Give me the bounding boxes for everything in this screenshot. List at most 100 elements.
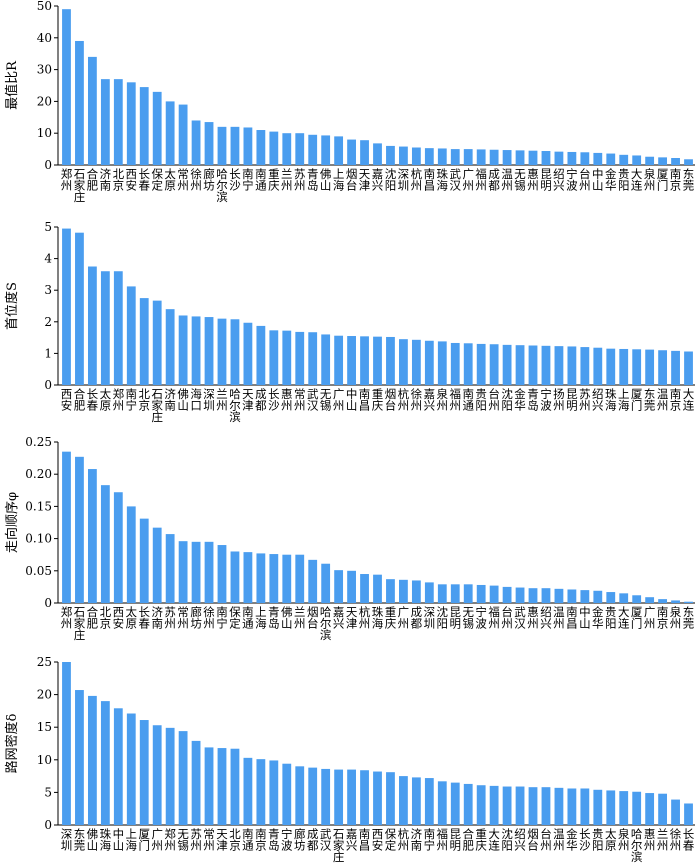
bar (619, 791, 629, 825)
bar (230, 126, 240, 165)
x-tick-label: 金华 (604, 167, 618, 191)
x-tick-label: 大连 (682, 387, 696, 412)
x-tick-label: 合肥 (72, 387, 86, 411)
x-tick-label: 廊坊 (189, 605, 203, 629)
x-tick-label: 宁波 (280, 827, 294, 852)
x-tick-label: 上海 (124, 828, 138, 852)
bar (165, 309, 175, 385)
x-tick-label: 重庆 (474, 827, 488, 852)
x-tick-label: 金华 (591, 605, 605, 629)
bar (593, 590, 603, 603)
bar (593, 152, 603, 165)
bar (204, 541, 214, 603)
bar (437, 341, 447, 385)
bar (528, 588, 538, 603)
bar (671, 799, 680, 825)
bar (282, 763, 292, 825)
bar (360, 574, 369, 603)
bar (152, 91, 162, 165)
x-tick-label: 武汉 (319, 828, 333, 852)
x-tick-label: 珠海 (604, 387, 618, 412)
x-tick-label: 上海 (332, 168, 346, 192)
x-tick-label: 绍兴 (591, 387, 605, 411)
x-tick-label: 长春 (137, 606, 151, 630)
x-tick-label: 天津 (215, 828, 229, 851)
x-tick-label: 南昌 (358, 387, 372, 412)
bar (411, 580, 421, 603)
bar (243, 757, 253, 825)
x-tick-label: 昆明 (448, 606, 462, 630)
x-tick-label: 石家庄 (332, 828, 346, 863)
x-tick-label: 杭州 (358, 605, 372, 629)
bar (684, 803, 693, 825)
bar (165, 727, 175, 825)
bar (645, 156, 655, 165)
y-tick-label: 5 (44, 220, 52, 234)
bar (632, 349, 642, 385)
bar (204, 317, 214, 385)
bar (321, 563, 331, 603)
y-axis-label: 最值比R (4, 60, 20, 110)
bar (152, 300, 162, 385)
x-tick-label: 南昌 (358, 827, 372, 852)
x-tick-label: 徐州 (202, 605, 216, 629)
x-tick-label: 哈尔滨 (630, 828, 644, 863)
x-tick-label: 南宁 (124, 387, 138, 411)
bar (230, 748, 240, 825)
bar (424, 778, 434, 825)
bar (424, 340, 434, 385)
x-tick-label: 合肥 (85, 605, 99, 629)
bar (528, 150, 538, 165)
x-tick-label: 太原 (98, 388, 112, 411)
x-tick-label: 沈阳 (435, 605, 449, 629)
x-tick-label: 台州 (539, 827, 553, 851)
bar (567, 788, 577, 825)
x-tick-label: 珠海 (371, 605, 385, 630)
x-tick-label: 贵阳 (591, 828, 605, 851)
bar (554, 588, 564, 603)
x-tick-label: 杭州 (396, 387, 410, 411)
bar (191, 316, 201, 385)
bar (282, 133, 292, 165)
bar (256, 553, 266, 603)
bar (567, 589, 577, 603)
x-tick-label: 兰州 (280, 168, 294, 191)
x-tick-label: 无锡 (461, 606, 475, 630)
y-tick-label: 0.05 (25, 564, 52, 578)
bar (87, 266, 97, 385)
bar (256, 325, 266, 385)
x-tick-label: 上海 (617, 388, 631, 412)
bar (100, 485, 110, 603)
x-tick-label: 南通 (241, 605, 255, 629)
x-tick-label: 重庆 (383, 605, 397, 630)
x-tick-label: 嘉兴 (371, 168, 385, 191)
x-tick-label: 温州 (552, 605, 566, 629)
bar (450, 584, 460, 603)
x-tick-label: 保定 (383, 827, 397, 852)
bar (269, 330, 279, 385)
x-tick-label: 厦门 (656, 168, 670, 192)
x-tick-label: 天津 (241, 388, 255, 411)
x-tick-label: 西安 (371, 828, 385, 852)
x-tick-label: 南京 (254, 827, 268, 852)
bar (113, 492, 123, 603)
x-tick-label: 深圳 (422, 605, 436, 629)
bar (113, 708, 123, 825)
x-tick-label: 中山 (591, 168, 605, 191)
x-tick-label: 无锡 (176, 828, 190, 852)
x-tick-label: 长春 (137, 168, 151, 192)
bar (204, 747, 214, 825)
bar (671, 158, 680, 165)
x-tick-label: 珠海 (435, 167, 449, 192)
bar (515, 786, 525, 825)
bar (256, 759, 266, 825)
x-tick-label: 兰州 (293, 606, 307, 629)
y-axis-label: 走向顺序φ (4, 492, 20, 553)
y-tick-label: 0 (44, 378, 52, 392)
bar (450, 782, 460, 825)
bar (515, 345, 525, 385)
x-tick-label: 西安 (59, 388, 73, 412)
bar (593, 347, 603, 385)
bar (373, 574, 382, 603)
x-tick-label: 济南 (163, 387, 177, 411)
